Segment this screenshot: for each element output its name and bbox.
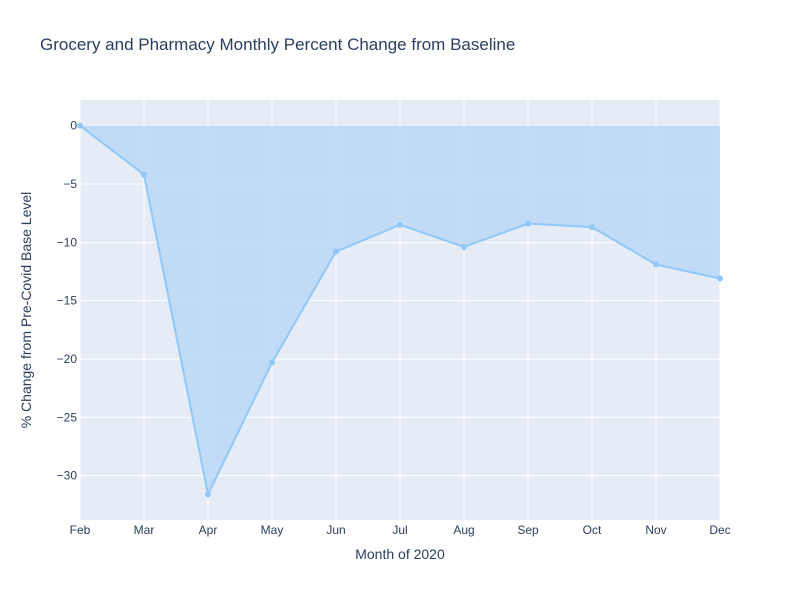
- data-markers: [77, 122, 723, 498]
- data-point: [525, 220, 531, 227]
- data-point: [333, 248, 339, 255]
- y-tick-label: −20: [57, 352, 78, 366]
- x-axis-ticks: Feb Mar Apr May Jun Jul Aug Sep Oct Nov Dec: [70, 523, 731, 537]
- y-tick-label: −10: [57, 235, 78, 249]
- data-point: [269, 359, 275, 366]
- y-tick-label: −25: [57, 410, 78, 424]
- data-point: [397, 221, 403, 228]
- x-tick-label: Dec: [709, 523, 730, 537]
- data-point: [461, 244, 467, 250]
- x-tick-label: Feb: [70, 523, 91, 537]
- x-tick-label: Oct: [583, 523, 602, 537]
- x-tick-label: Jul: [392, 523, 407, 537]
- chart-title: Grocery and Pharmacy Monthly Percent Cha…: [40, 35, 515, 54]
- y-axis-ticks: 0 −5 −10 −15 −20 −25 −30: [57, 119, 78, 483]
- y-axis-label: % Change from Pre-Covid Base Level: [18, 192, 34, 429]
- x-tick-label: Sep: [517, 523, 539, 537]
- x-tick-label: May: [261, 523, 284, 537]
- data-point: [141, 171, 147, 178]
- y-tick-label: −5: [63, 177, 77, 191]
- x-axis-label: Month of 2020: [355, 546, 445, 562]
- area-fill: [80, 125, 720, 495]
- x-tick-label: Mar: [134, 523, 155, 537]
- x-tick-label: Aug: [453, 523, 474, 537]
- x-tick-label: Jun: [326, 523, 345, 537]
- y-tick-label: −15: [57, 294, 78, 308]
- data-point: [653, 261, 659, 268]
- data-point: [717, 275, 723, 282]
- x-tick-label: Nov: [645, 523, 666, 537]
- data-point: [589, 224, 595, 231]
- data-point: [205, 491, 211, 498]
- y-tick-label: −30: [57, 469, 78, 483]
- data-point: [77, 122, 83, 129]
- x-tick-label: Apr: [199, 523, 218, 537]
- y-tick-label: 0: [70, 119, 77, 133]
